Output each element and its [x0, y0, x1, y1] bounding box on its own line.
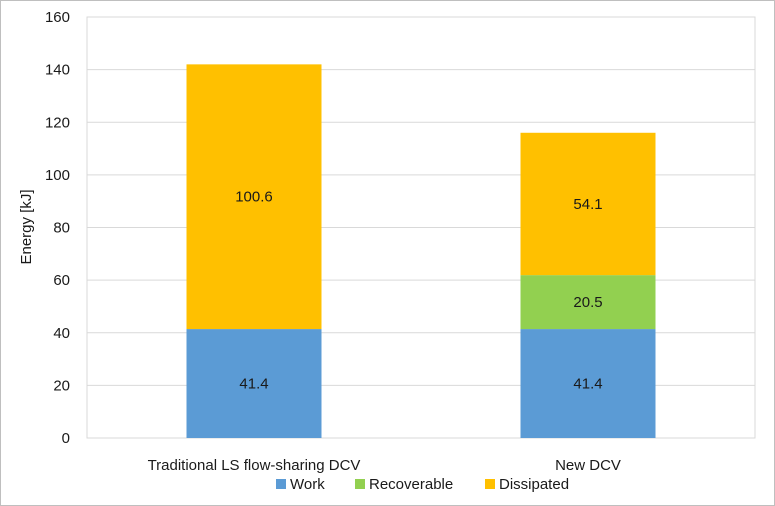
y-tick-label: 60 [53, 272, 70, 289]
bar-recoverable-1 [520, 275, 656, 330]
legend: Work Recoverable Dissipated [276, 476, 569, 493]
bar-dissipated-1 [520, 132, 656, 276]
bar-dissipated-0 [186, 64, 322, 330]
legend-swatch-work [276, 479, 286, 489]
bar-work-1 [520, 329, 656, 438]
legend-swatch-dissipated [485, 479, 495, 489]
y-tick-label: 20 [53, 377, 70, 394]
y-axis-label: Energy [kJ] [18, 189, 35, 264]
y-tick-label: 140 [45, 62, 70, 79]
data-label-dissipated: 54.1 [573, 196, 602, 213]
data-label-work: 41.4 [573, 376, 602, 393]
y-tick-label: 80 [53, 220, 70, 237]
data-label-work: 41.4 [239, 376, 268, 393]
plot-area-border [86, 16, 756, 439]
x-axis-categories: Traditional LS flow-sharing DCV New DCV [148, 457, 621, 474]
y-tick-label: 120 [45, 114, 70, 131]
x-category-label: Traditional LS flow-sharing DCV [148, 457, 361, 474]
legend-label-dissipated: Dissipated [499, 476, 569, 493]
data-labels: 41.4 100.6 41.4 20.5 54.1 [235, 189, 602, 393]
x-category-label: New DCV [555, 457, 621, 474]
legend-swatch-recoverable [355, 479, 365, 489]
y-tick-label: 160 [45, 9, 70, 26]
y-tick-label: 0 [62, 430, 70, 447]
legend-label-work: Work [290, 476, 325, 493]
legend-label-recoverable: Recoverable [369, 476, 453, 493]
y-tick-label: 40 [53, 325, 70, 342]
y-tick-label: 100 [45, 167, 70, 184]
bar-work-0 [186, 329, 322, 438]
data-label-dissipated: 100.6 [235, 189, 273, 206]
y-axis-ticks: 0 20 40 60 80 100 120 140 160 [45, 9, 70, 447]
bars [186, 64, 656, 438]
data-label-recoverable: 20.5 [573, 294, 602, 311]
